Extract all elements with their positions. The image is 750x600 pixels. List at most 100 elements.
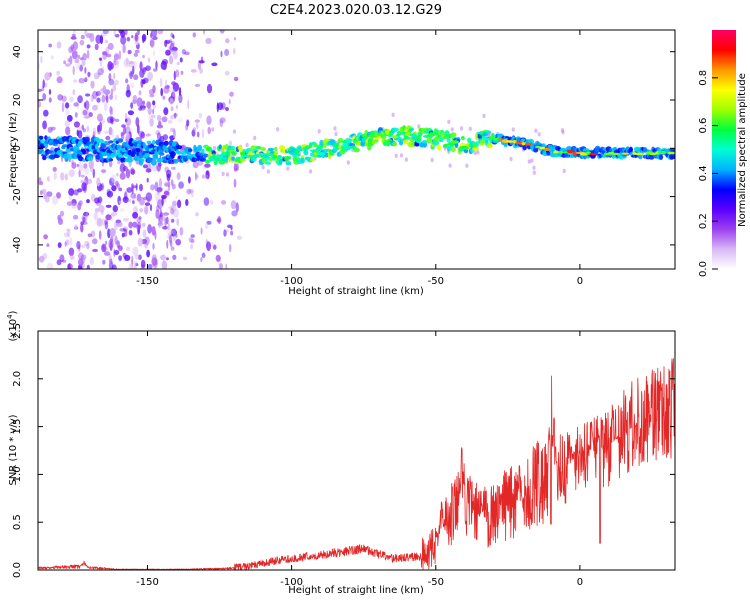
heatmap-noise-blob <box>83 163 88 169</box>
heatmap-noise-blob <box>149 118 154 127</box>
spectrogram-frame <box>37 29 676 270</box>
heatmap-ridge-blob <box>42 155 47 161</box>
heatmap-ridge-blob <box>404 136 411 140</box>
heatmap-core-blob <box>323 149 328 153</box>
heatmap-noise-blob <box>69 96 74 103</box>
heatmap-noise-blob <box>165 49 171 56</box>
heatmap-noise-blob <box>509 156 513 162</box>
heatmap-ridge-blob <box>303 150 309 156</box>
heatmap-noise-blob <box>140 259 146 268</box>
heatmap-noise-blob <box>99 121 103 132</box>
heatmap-noise-blob <box>77 188 83 193</box>
heatmap-ridge-blob <box>594 145 601 152</box>
heatmap-ridge-blob <box>201 148 205 154</box>
y-tick-label: -40 <box>12 237 23 253</box>
heatmap-noise-blob <box>80 174 85 178</box>
heatmap-noise-blob <box>111 128 114 138</box>
heatmap-noise-blob <box>132 200 135 205</box>
heatmap-ridge-blob <box>116 144 122 150</box>
heatmap-noise-blob <box>139 61 143 71</box>
heatmap-noise-blob <box>196 131 200 138</box>
y-tick-label: 0.5 <box>12 514 23 530</box>
heatmap-core-blob <box>506 140 514 143</box>
heatmap-noise-blob <box>120 131 124 137</box>
heatmap-noise-blob <box>231 210 238 217</box>
heatmap-noise-blob <box>215 254 221 262</box>
heatmap-noise-blob <box>65 63 71 67</box>
heatmap-noise-blob <box>64 241 67 247</box>
heatmap-noise-blob <box>63 60 67 65</box>
heatmap-noise-blob <box>217 216 222 224</box>
heatmap-noise-blob <box>92 238 98 245</box>
heatmap-noise-blob <box>114 235 118 245</box>
heatmap-noise-blob <box>94 208 100 213</box>
heatmap-noise-blob <box>171 166 176 170</box>
heatmap-noise-blob <box>116 221 123 228</box>
heatmap-noise-blob <box>43 109 49 117</box>
y-tick-label: 2.5 <box>12 323 23 339</box>
heatmap-noise-blob <box>89 256 95 266</box>
heatmap-core-blob <box>562 151 569 154</box>
heatmap-noise-blob <box>149 204 153 212</box>
heatmap-core-blob <box>432 137 440 141</box>
heatmap-noise-blob <box>459 126 464 131</box>
heatmap-noise-blob <box>104 130 109 134</box>
heatmap-noise-blob <box>50 126 56 131</box>
heatmap-noise-blob <box>188 237 194 243</box>
colorbar-tick-label: 0.2 <box>698 213 709 229</box>
heatmap-noise-blob <box>201 252 206 259</box>
heatmap-noise-blob <box>186 119 190 127</box>
heatmap-noise-blob <box>167 185 171 192</box>
heatmap-noise-blob <box>134 194 137 200</box>
heatmap-ridge-blob <box>187 148 193 152</box>
heatmap-noise-blob <box>173 49 178 60</box>
heatmap-ridge-blob <box>264 161 272 165</box>
heatmap-noise-blob <box>195 174 199 179</box>
heatmap-noise-blob <box>71 203 78 209</box>
heatmap-noise-blob <box>175 104 178 110</box>
heatmap-noise-blob <box>105 240 108 245</box>
heatmap-noise-blob <box>86 44 91 49</box>
heatmap-noise-blob <box>78 169 81 178</box>
heatmap-ridge-blob <box>197 144 203 151</box>
x-tick-label: 0 <box>577 577 583 588</box>
colorbar-tick-label: 0.4 <box>698 165 709 181</box>
heatmap-noise-blob <box>82 128 86 133</box>
heatmap-noise-blob <box>206 115 212 125</box>
heatmap-noise-blob <box>53 172 57 180</box>
heatmap-noise-blob <box>136 97 143 108</box>
heatmap-noise-blob <box>73 102 79 107</box>
heatmap-noise-blob <box>80 223 84 233</box>
heatmap-noise-blob <box>86 125 90 132</box>
heatmap-ridge-blob <box>503 142 508 148</box>
x-tick-label: -150 <box>136 276 159 287</box>
heatmap-ridge-blob <box>410 127 414 132</box>
heatmap-noise-blob <box>74 112 78 118</box>
heatmap-noise-blob <box>115 34 120 38</box>
heatmap-noise-blob <box>64 120 70 128</box>
heatmap-noise-blob <box>142 54 145 59</box>
heatmap-noise-blob <box>163 212 170 216</box>
heatmap-core-blob <box>492 137 500 141</box>
heatmap-noise-blob <box>537 132 541 137</box>
heatmap-noise-blob <box>210 199 214 205</box>
heatmap-noise-blob <box>217 102 224 111</box>
heatmap-ridge-blob <box>176 145 183 150</box>
heatmap-noise-blob <box>69 237 73 247</box>
heatmap-ridge-blob <box>39 135 44 140</box>
heatmap-noise-blob <box>206 241 212 252</box>
heatmap-noise-blob <box>92 248 99 253</box>
heatmap-noise-blob <box>224 70 230 76</box>
heatmap-noise-blob <box>164 79 168 87</box>
heatmap-noise-blob <box>39 181 44 186</box>
heatmap-noise-blob <box>160 87 163 97</box>
heatmap-noise-blob <box>83 102 87 108</box>
heatmap-noise-blob <box>71 50 78 60</box>
heatmap-noise-blob <box>230 225 233 231</box>
heatmap-noise-blob <box>139 183 143 192</box>
heatmap-noise-blob <box>198 60 205 64</box>
heatmap-noise-blob <box>40 190 43 196</box>
heatmap-noise-blob <box>87 233 93 237</box>
heatmap-noise-blob <box>46 262 54 269</box>
heatmap-noise-blob <box>80 221 85 226</box>
